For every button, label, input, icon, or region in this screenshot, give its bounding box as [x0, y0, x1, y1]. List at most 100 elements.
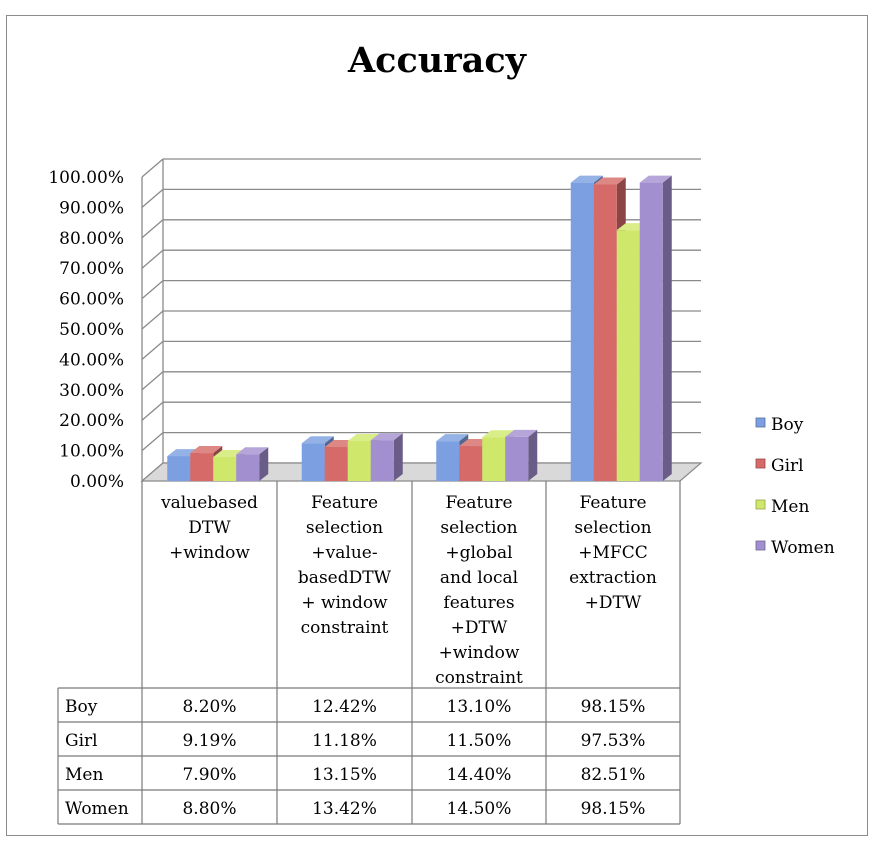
side-gridline	[141, 219, 164, 239]
category-label-line: Feature	[579, 493, 646, 513]
table-cell: 14.40%	[447, 765, 512, 785]
bar-girl	[459, 446, 483, 481]
table-cell: 9.19%	[182, 731, 236, 751]
data-table: valuebased DTW +window Feature selection +val…	[57, 481, 681, 825]
y-tick-label: 40.00%	[59, 350, 124, 370]
legend-label-women: Women	[771, 538, 835, 558]
chart-title: Accuracy	[347, 40, 528, 81]
y-tick-label: 0.00%	[70, 472, 124, 492]
bar-top	[301, 436, 334, 444]
table-cell: 7.90%	[182, 765, 236, 785]
legend: Boy Girl Men Women	[755, 415, 835, 558]
category-label: Feature selection +value-basedDTW + window c…	[298, 493, 392, 638]
y-tick-label: 30.00%	[59, 381, 124, 401]
legend-label-girl: Girl	[771, 456, 804, 476]
bar-side	[662, 175, 672, 481]
category-label-line: +window	[169, 543, 250, 563]
bar-women	[236, 454, 260, 481]
side-gridline	[141, 340, 164, 360]
category-label: Feature selection +global and local features…	[435, 493, 523, 688]
bar-men	[482, 437, 506, 481]
table-cell: 11.18%	[312, 731, 377, 751]
table-cell: 98.15%	[581, 799, 646, 819]
category-label-line: +value-	[311, 543, 377, 563]
table-cell: 13.10%	[447, 697, 512, 717]
category-label-line: selection	[306, 518, 383, 538]
category-label-line: +DTW	[585, 593, 642, 613]
bar-top	[639, 175, 672, 183]
side-gridline	[141, 310, 164, 330]
bar-women	[639, 182, 663, 481]
y-tick-label: 70.00%	[59, 259, 124, 279]
table-cell: 98.15%	[581, 697, 646, 717]
table-cell: 8.80%	[182, 799, 236, 819]
side-gridline	[141, 188, 164, 208]
y-tick-label: 100.00%	[48, 168, 124, 188]
table-cell: 13.15%	[312, 765, 377, 785]
chart-frame	[6, 15, 868, 836]
bar-side	[528, 429, 538, 481]
table-cell: 11.50%	[447, 731, 512, 751]
category-label-line: Feature	[311, 493, 378, 513]
table-cell: 82.51%	[581, 765, 646, 785]
side-gridline	[141, 401, 164, 421]
bar-girl	[593, 184, 617, 482]
y-tick-label: 10.00%	[59, 442, 124, 462]
bar-boy	[570, 182, 594, 481]
category-label-line: selection	[574, 518, 651, 538]
table-cell: 14.50%	[447, 799, 512, 819]
bar-girl	[324, 447, 348, 481]
table-row-label: Boy	[65, 697, 98, 717]
bar-side	[259, 447, 269, 481]
y-tick-label: 20.00%	[59, 411, 124, 431]
category-label-line: Feature	[445, 493, 512, 513]
bar-side	[393, 433, 403, 481]
legend-swatch-girl	[755, 458, 766, 469]
category-label-line: basedDTW	[298, 568, 392, 588]
category-label-line: features	[443, 593, 514, 613]
y-tick-label: 50.00%	[59, 320, 124, 340]
table-row-label: Women	[65, 799, 129, 819]
category-label-line: extraction	[569, 568, 657, 588]
category-label-line: DTW	[188, 518, 231, 538]
table-row-label: Girl	[65, 731, 98, 751]
bar-women	[505, 436, 529, 481]
y-tick-label: 90.00%	[59, 198, 124, 218]
legend-swatch-women	[755, 540, 766, 551]
side-gridline	[141, 249, 164, 269]
bar-women	[370, 440, 394, 481]
legend-swatch-boy	[755, 417, 766, 428]
bar-men	[347, 441, 371, 481]
table-cell: 97.53%	[581, 731, 646, 751]
gridlines: 0.00% 10.00% 20.00% 30.00% 40.00% 50.00% 60.00…	[48, 158, 701, 492]
bar-top	[190, 446, 223, 454]
bar-top	[347, 434, 380, 442]
bar-top	[570, 175, 603, 183]
category-label: Feature selection +MFCC extraction +DTW	[569, 493, 657, 613]
legend-label-men: Men	[771, 497, 809, 517]
bar-men	[213, 456, 237, 481]
bar-top	[436, 434, 469, 442]
bar-top	[505, 429, 538, 437]
y-tick-label: 80.00%	[59, 229, 124, 249]
y-tick-label: 60.00%	[59, 290, 124, 310]
category-label-line: valuebased	[160, 493, 258, 513]
bar-boy	[436, 441, 460, 481]
bar-top	[482, 430, 515, 438]
bars	[167, 175, 672, 482]
legend-swatch-men	[755, 499, 766, 510]
category-label-line: +DTW	[451, 618, 508, 638]
table-cell: 8.20%	[182, 697, 236, 717]
bar-men	[616, 230, 640, 481]
table-cell: 13.42%	[312, 799, 377, 819]
table-row-label: Men	[65, 765, 103, 785]
side-gridline	[141, 158, 164, 178]
category-label-line: selection	[440, 518, 517, 538]
bar-girl	[190, 453, 214, 481]
category-label-line: +global	[445, 543, 512, 563]
category-label-line: and local	[440, 568, 518, 588]
bar-top	[236, 447, 269, 455]
bar-top	[370, 433, 403, 441]
bar-boy	[301, 443, 325, 481]
